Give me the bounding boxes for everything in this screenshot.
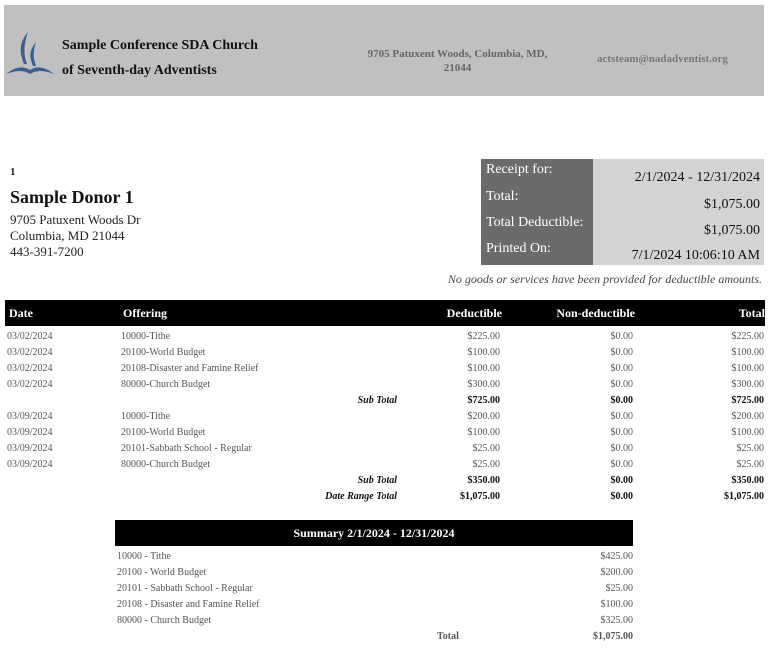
summary-row: 20100 - World Budget $200.00 <box>117 567 633 578</box>
summary-row: 10000 - Tithe $425.00 <box>117 551 633 562</box>
table-row: 03/09/2024 20101-Sabbath School - Regular… <box>7 443 764 454</box>
summary-row: 20101 - Sabbath School - Regular $25.00 <box>117 583 633 594</box>
table-row: 03/09/2024 80000-Church Budget $25.00 $0.00… <box>7 459 764 470</box>
table-row: 03/02/2024 20100-World Budget $100.00 $0.00… <box>7 347 764 358</box>
subtotal-row: Date Range Total $1,075.00 $0.00 $1,075.00 <box>325 491 764 502</box>
subtotal-row: Sub Total $725.00 $0.00 $725.00 <box>357 395 764 406</box>
summary-row: 20108 - Disaster and Famine Relief $100.0… <box>117 599 633 610</box>
table-row: 03/09/2024 10000-Tithe $200.00 $0.00 $200.00 <box>7 411 764 422</box>
organization-address: 9705 Patuxent Woods, Columbia, MD, 21044 <box>367 48 548 74</box>
table-row: 03/02/2024 20108-Disaster and Famine Reli… <box>7 363 764 374</box>
church-logo-icon <box>6 32 54 74</box>
donor-address: 9705 Patuxent Woods Dr Columbia, MD 21044… <box>10 212 141 259</box>
organization-name: Sample Conference SDA Church of Seventh-d… <box>62 38 258 78</box>
summary-row: 80000 - Church Budget $325.00 <box>117 615 633 626</box>
table-row: 03/02/2024 80000-Church Budget $300.00 $0.0… <box>7 379 764 390</box>
summary-total-row: Total $1,075.00 <box>437 631 633 642</box>
summary-header: Summary 2/1/2024 - 12/31/2024 <box>115 520 633 546</box>
receipt-value: $1,075.00 <box>593 186 764 212</box>
table-row: 03/02/2024 10000-Tithe $225.00 $0.00 $225.00 <box>7 331 764 342</box>
subtotal-row: Sub Total $350.00 $0.00 $350.00 <box>357 475 764 486</box>
donor-name: Sample Donor 1 <box>10 187 134 207</box>
table-header: Date Offering Deductible Non-deductible … <box>5 300 765 326</box>
letterhead <box>4 5 764 96</box>
receipt-label: Total: <box>481 186 593 212</box>
organization-email: actsteam@nadadventist.org <box>597 53 728 65</box>
receipt-value: $1,075.00 <box>593 212 764 239</box>
receipt-value: 2/1/2024 - 12/31/2024 <box>593 159 764 186</box>
receipt-summary-box: Receipt for: 2/1/2024 - 12/31/2024 Total: $… <box>481 159 764 265</box>
receipt-label: Printed On: <box>481 239 593 265</box>
table-row: 03/09/2024 20100-World Budget $100.00 $0.00… <box>7 427 764 438</box>
donor-number: 1 <box>10 166 16 178</box>
receipt-value: 7/1/2024 10:06:10 AM <box>593 239 764 265</box>
receipt-label: Receipt for: <box>481 159 593 186</box>
deductible-notice: No goods or services have been provided … <box>447 272 762 286</box>
receipt-label: Total Deductible: <box>481 212 593 239</box>
